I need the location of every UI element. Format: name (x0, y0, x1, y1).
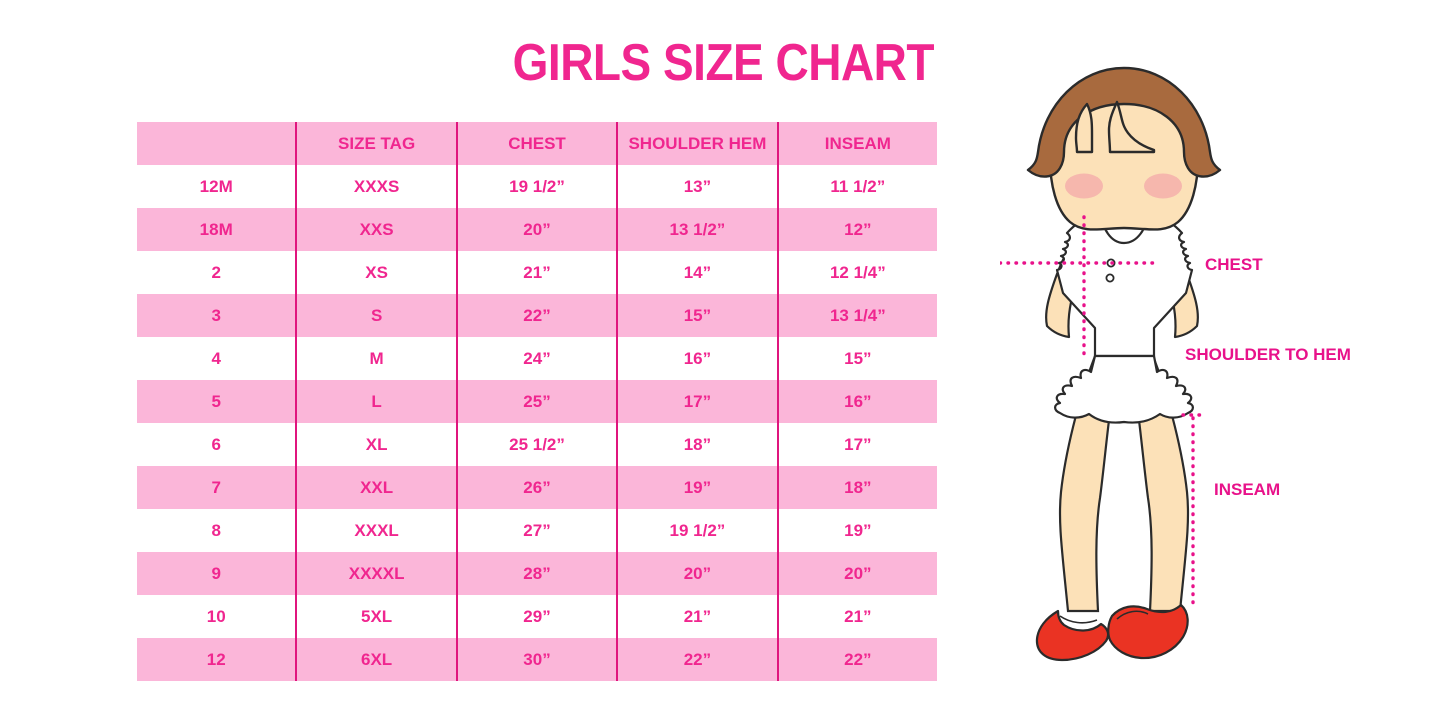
svg-text:INSEAM: INSEAM (1214, 480, 1280, 499)
svg-text:SHOULDER TO HEM: SHOULDER TO HEM (1185, 345, 1351, 364)
svg-text:CHEST: CHEST (1205, 255, 1263, 274)
